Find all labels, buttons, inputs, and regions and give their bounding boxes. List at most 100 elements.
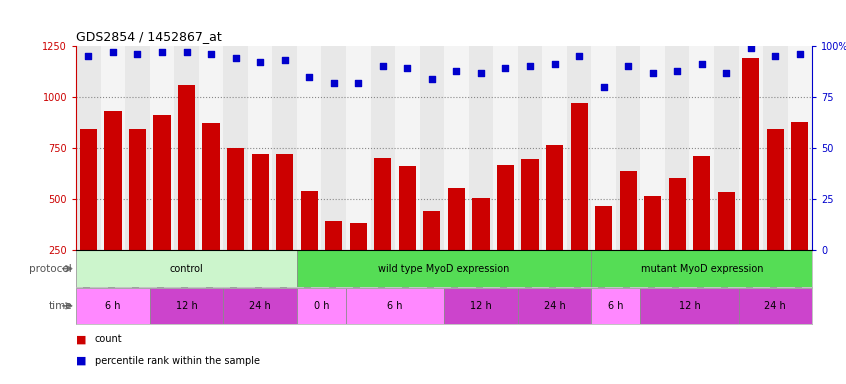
Bar	[616, 46, 640, 250]
Text: wild type MyoD expression: wild type MyoD expression	[378, 263, 510, 274]
Bar	[570, 103, 588, 301]
Bar	[371, 46, 395, 250]
Bar	[546, 145, 563, 301]
Point	[744, 45, 757, 51]
Bar	[374, 158, 392, 301]
Bar	[321, 46, 346, 250]
Bar	[766, 129, 784, 301]
Bar	[297, 288, 346, 324]
Text: 6 h: 6 h	[105, 301, 121, 311]
Bar	[297, 46, 321, 250]
Point	[327, 79, 340, 86]
Bar	[497, 165, 514, 301]
Point	[425, 76, 438, 82]
Bar	[518, 288, 591, 324]
Point	[645, 70, 659, 76]
Bar	[227, 148, 244, 301]
Text: count: count	[95, 334, 123, 344]
Text: control: control	[170, 263, 203, 274]
Point	[474, 70, 487, 76]
Text: GDS2854 / 1452867_at: GDS2854 / 1452867_at	[76, 30, 222, 43]
Bar	[297, 250, 591, 287]
Bar	[349, 223, 367, 301]
Point	[130, 51, 144, 57]
Bar	[542, 46, 567, 250]
Bar	[272, 46, 297, 250]
Bar	[276, 154, 294, 301]
Bar	[788, 46, 812, 250]
Bar	[150, 288, 223, 324]
Bar	[125, 46, 150, 250]
Bar	[223, 288, 297, 324]
Text: 12 h: 12 h	[176, 301, 197, 311]
Bar	[129, 129, 146, 301]
Point	[376, 63, 389, 70]
Point	[400, 65, 414, 71]
Point	[106, 49, 119, 55]
Point	[621, 63, 634, 70]
Point	[596, 84, 610, 90]
Point	[523, 63, 536, 70]
Bar	[202, 123, 220, 301]
Bar	[398, 166, 416, 301]
Bar	[444, 46, 469, 250]
Bar	[518, 46, 542, 250]
Bar	[619, 171, 637, 301]
Point	[204, 51, 217, 57]
Point	[547, 61, 561, 68]
Point	[155, 49, 168, 55]
Text: 6 h: 6 h	[608, 301, 624, 311]
Point	[302, 74, 316, 80]
Bar	[395, 46, 420, 250]
Text: 24 h: 24 h	[544, 301, 565, 311]
Bar	[591, 250, 812, 287]
Text: mutant MyoD expression: mutant MyoD expression	[640, 263, 763, 274]
Bar	[591, 46, 616, 250]
Bar	[325, 221, 343, 301]
Text: 24 h: 24 h	[250, 301, 271, 311]
Bar	[739, 46, 763, 250]
Point	[768, 53, 782, 60]
Text: 0 h: 0 h	[314, 301, 329, 311]
Text: 12 h: 12 h	[470, 301, 492, 311]
Bar	[248, 46, 272, 250]
Bar	[472, 198, 490, 301]
Bar	[223, 46, 248, 250]
Point	[228, 55, 242, 61]
Bar	[791, 122, 809, 301]
Bar	[300, 190, 318, 301]
Bar	[150, 46, 174, 250]
Point	[572, 53, 585, 60]
Bar	[199, 46, 223, 250]
Bar	[76, 46, 101, 250]
Text: 24 h: 24 h	[765, 301, 786, 311]
Bar	[714, 46, 739, 250]
Bar	[153, 115, 171, 301]
Bar	[80, 129, 97, 301]
Point	[670, 68, 684, 74]
Point	[449, 68, 463, 74]
Text: 12 h: 12 h	[678, 301, 700, 311]
Point	[253, 59, 266, 65]
Bar	[101, 46, 125, 250]
Bar	[665, 46, 689, 250]
Point	[277, 57, 291, 63]
Bar	[420, 46, 444, 250]
Point	[719, 70, 733, 76]
Bar	[346, 46, 371, 250]
Bar	[251, 154, 269, 301]
Text: 6 h: 6 h	[387, 301, 403, 311]
Text: ■: ■	[76, 334, 86, 344]
Text: time: time	[48, 301, 72, 311]
Bar	[689, 46, 714, 250]
Bar	[521, 159, 539, 301]
Point	[695, 61, 708, 68]
Bar	[104, 111, 122, 301]
Bar	[76, 288, 150, 324]
Bar	[76, 250, 297, 287]
Bar	[742, 58, 760, 301]
Bar	[640, 288, 739, 324]
Bar	[567, 46, 591, 250]
Bar	[644, 196, 662, 301]
Bar	[448, 187, 465, 301]
